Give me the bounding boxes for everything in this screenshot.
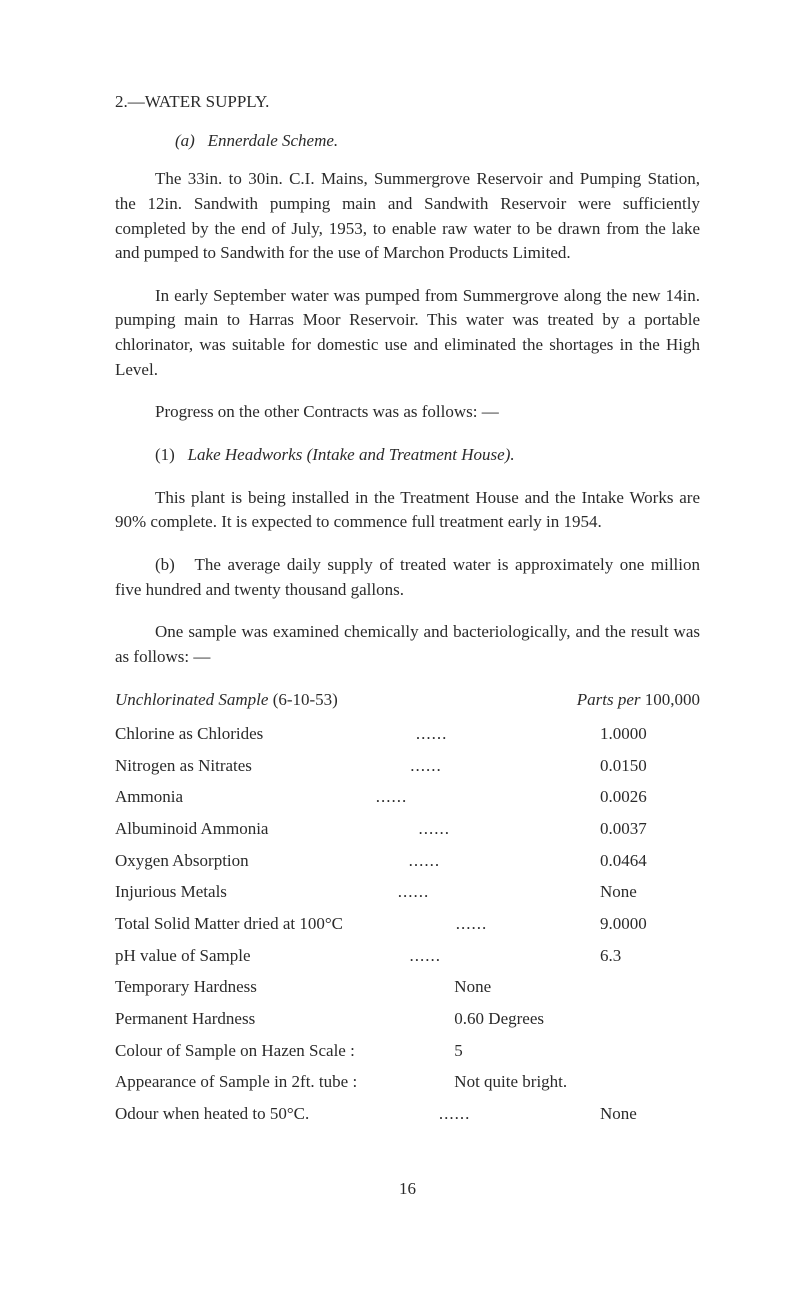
data-value: 9.0000 bbox=[600, 912, 700, 937]
data-dots: ...... bbox=[389, 849, 461, 874]
data-dots: ...... bbox=[436, 912, 508, 937]
data-label: Ammonia bbox=[115, 785, 183, 810]
table-heading-left: Unchlorinated Sample (6-10-53) bbox=[115, 688, 338, 713]
table-row: Appearance of Sample in 2ft. tube :Not q… bbox=[115, 1070, 700, 1095]
paragraph-5: This plant is being installed in the Tre… bbox=[115, 486, 700, 535]
data-label: Nitrogen as Nitrates bbox=[115, 754, 252, 779]
subheading-prefix: (a) bbox=[175, 131, 195, 150]
data-label: Colour of Sample on Hazen Scale : bbox=[115, 1039, 454, 1064]
data-dots: ...... bbox=[378, 880, 450, 905]
data-label: Temporary Hardness bbox=[115, 975, 454, 1000]
subsection-heading: (a) Ennerdale Scheme. bbox=[175, 129, 700, 154]
table-row: Temporary HardnessNone bbox=[115, 975, 700, 1000]
table-row: Nitrogen as Nitrates...... 0.0150 bbox=[115, 754, 700, 779]
data-value: 0.0037 bbox=[600, 817, 700, 842]
data-value: None bbox=[600, 880, 700, 905]
table-row: Permanent Hardness0.60 Degrees bbox=[115, 1007, 700, 1032]
data-value: 6.3 bbox=[600, 944, 700, 969]
table-row: Chlorine as Chlorides...... 1.0000 bbox=[115, 722, 700, 747]
data-dots: ...... bbox=[390, 754, 462, 779]
data-label: pH value of Sample bbox=[115, 944, 251, 969]
data-value: Not quite bright. bbox=[454, 1070, 700, 1095]
subheading-text: Ennerdale Scheme. bbox=[208, 131, 339, 150]
paragraph-7: One sample was examined chemically and b… bbox=[115, 620, 700, 669]
data-table-2: Temporary HardnessNonePermanent Hardness… bbox=[115, 975, 700, 1095]
p4-italic: Lake Headworks bbox=[188, 445, 303, 464]
table-heading-right: Parts per 100,000 bbox=[577, 688, 700, 713]
data-label: Permanent Hardness bbox=[115, 1007, 454, 1032]
table-row: Injurious Metals...... None bbox=[115, 880, 700, 905]
data-dots: ...... bbox=[390, 944, 462, 969]
data-label: Albuminoid Ammonia bbox=[115, 817, 268, 842]
table-row: Albuminoid Ammonia...... 0.0037 bbox=[115, 817, 700, 842]
data-dots: ...... bbox=[396, 722, 468, 747]
data-label: Injurious Metals bbox=[115, 880, 227, 905]
paragraph-2: In early September water was pumped from… bbox=[115, 284, 700, 383]
data-value: 1.0000 bbox=[600, 722, 700, 747]
heading-date: (6-10-53) bbox=[273, 690, 338, 709]
table-row: Colour of Sample on Hazen Scale :5 bbox=[115, 1039, 700, 1064]
heading-right-num: 100,000 bbox=[645, 690, 700, 709]
p4-paren: (Intake and Treatment House). bbox=[307, 445, 515, 464]
table-row: Total Solid Matter dried at 100°C...... 9… bbox=[115, 912, 700, 937]
data-dots: ...... bbox=[398, 817, 470, 842]
data-dots: ...... bbox=[419, 1102, 491, 1127]
page-number: 16 bbox=[115, 1177, 700, 1202]
data-value: 0.60 Degrees bbox=[454, 1007, 700, 1032]
data-label: Chlorine as Chlorides bbox=[115, 722, 263, 747]
data-dots: ...... bbox=[356, 785, 428, 810]
table-row: Oxygen Absorption...... 0.0464 bbox=[115, 849, 700, 874]
data-value: 0.0026 bbox=[600, 785, 700, 810]
data-label: Odour when heated to 50°C. bbox=[115, 1102, 309, 1127]
p4-prefix: (1) bbox=[155, 445, 175, 464]
paragraph-3: Progress on the other Contracts was as f… bbox=[115, 400, 700, 425]
paragraph-6: (b) The average daily supply of treated … bbox=[115, 553, 700, 602]
paragraph-1: The 33in. to 30in. C.I. Mains, Summergro… bbox=[115, 167, 700, 266]
table-row-odour: Odour when heated to 50°C. ...... None bbox=[115, 1102, 700, 1127]
paragraph-4: (1) Lake Headworks (Intake and Treatment… bbox=[115, 443, 700, 468]
data-label: Oxygen Absorption bbox=[115, 849, 249, 874]
data-value: 5 bbox=[454, 1039, 700, 1064]
data-value: 0.0464 bbox=[600, 849, 700, 874]
data-table: Chlorine as Chlorides...... 1.0000 Nitroge… bbox=[115, 722, 700, 968]
p6-text: The average daily supply of treated wate… bbox=[115, 555, 700, 599]
table-heading: Unchlorinated Sample (6-10-53) Parts per… bbox=[115, 688, 700, 713]
p6-prefix: (b) bbox=[155, 555, 175, 574]
data-value: None bbox=[600, 1102, 700, 1127]
table-row: Ammonia...... 0.0026 bbox=[115, 785, 700, 810]
data-value: 0.0150 bbox=[600, 754, 700, 779]
data-label: Appearance of Sample in 2ft. tube : bbox=[115, 1070, 454, 1095]
data-value: None bbox=[454, 975, 700, 1000]
heading-right-italic: Parts per bbox=[577, 690, 641, 709]
section-number: 2.—WATER SUPPLY. bbox=[115, 90, 700, 115]
heading-left-italic: Unchlorinated Sample bbox=[115, 690, 268, 709]
table-row: pH value of Sample...... 6.3 bbox=[115, 944, 700, 969]
data-label: Total Solid Matter dried at 100°C bbox=[115, 912, 343, 937]
